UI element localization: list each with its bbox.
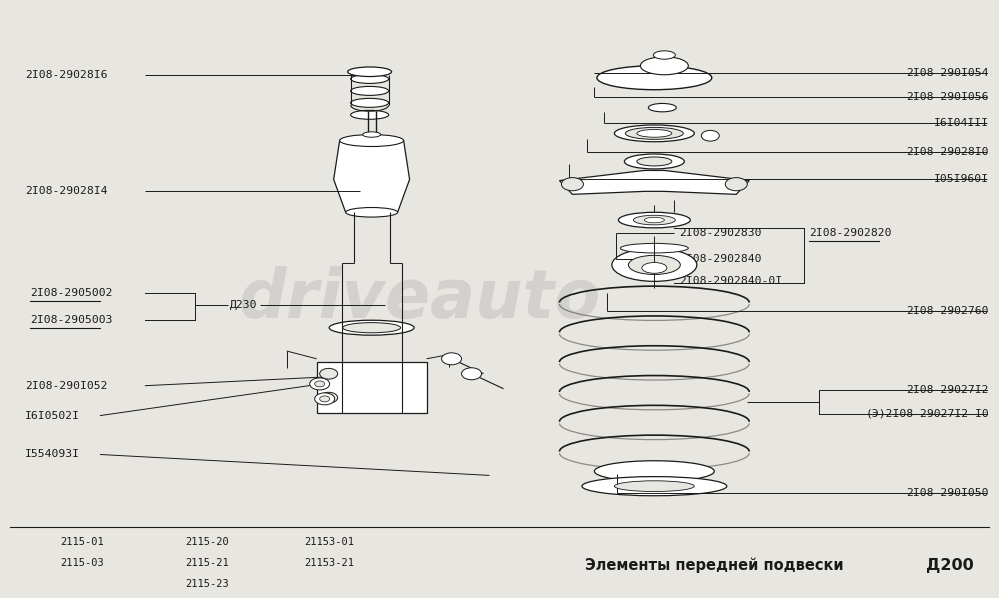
- Ellipse shape: [653, 51, 675, 59]
- Ellipse shape: [637, 157, 671, 166]
- Circle shape: [561, 178, 583, 191]
- Ellipse shape: [614, 481, 694, 492]
- Circle shape: [462, 368, 482, 380]
- Text: 2I08-2902830: 2I08-2902830: [679, 228, 762, 238]
- Circle shape: [320, 396, 330, 402]
- Text: 2I08-290I052: 2I08-290I052: [25, 381, 108, 390]
- Ellipse shape: [633, 215, 675, 225]
- Text: 2115-20: 2115-20: [185, 538, 229, 547]
- Ellipse shape: [581, 477, 727, 496]
- Text: 2115-01: 2115-01: [60, 538, 104, 547]
- Circle shape: [701, 130, 719, 141]
- Text: 2I08-29027I2: 2I08-29027I2: [906, 385, 989, 395]
- Circle shape: [310, 378, 330, 390]
- Text: 2I08-2902840: 2I08-2902840: [679, 254, 762, 264]
- Polygon shape: [559, 170, 749, 194]
- Ellipse shape: [620, 243, 688, 253]
- Text: 21153-01: 21153-01: [305, 538, 355, 547]
- Text: 21153-21: 21153-21: [305, 559, 355, 568]
- Ellipse shape: [351, 87, 389, 96]
- Ellipse shape: [648, 103, 676, 112]
- Ellipse shape: [343, 323, 401, 332]
- Ellipse shape: [346, 208, 398, 217]
- Text: Элементы передней подвески: Элементы передней подвески: [585, 557, 843, 573]
- Text: I6I04III: I6I04III: [934, 118, 989, 127]
- Text: 2I08-290I054: 2I08-290I054: [906, 68, 989, 78]
- Bar: [317, 362, 427, 413]
- Text: 2I08-2902760: 2I08-2902760: [906, 306, 989, 316]
- Ellipse shape: [348, 67, 392, 77]
- Text: I6I0502I: I6I0502I: [25, 411, 80, 420]
- Text: 2I08-2902820: 2I08-2902820: [809, 228, 892, 238]
- Text: 2I08-290I050: 2I08-290I050: [906, 489, 989, 498]
- Text: 2115-21: 2115-21: [185, 559, 229, 568]
- Ellipse shape: [637, 130, 671, 138]
- Ellipse shape: [628, 255, 680, 274]
- Text: (Э)2I08-29027I2-I0: (Э)2I08-29027I2-I0: [865, 409, 989, 419]
- Ellipse shape: [644, 218, 664, 223]
- Text: 2I08-2905002: 2I08-2905002: [30, 288, 113, 298]
- Ellipse shape: [340, 135, 404, 147]
- Text: Д230: Д230: [230, 300, 258, 310]
- Text: 2I08-29028I6: 2I08-29028I6: [25, 70, 108, 80]
- Polygon shape: [334, 141, 410, 212]
- Ellipse shape: [351, 110, 389, 120]
- Ellipse shape: [618, 212, 690, 228]
- Circle shape: [315, 393, 335, 405]
- Text: 2115-23: 2115-23: [185, 579, 229, 589]
- Ellipse shape: [640, 57, 688, 75]
- Text: I05I960I: I05I960I: [934, 175, 989, 184]
- Ellipse shape: [351, 99, 389, 108]
- Text: 2I08-29028I0: 2I08-29028I0: [906, 148, 989, 157]
- Text: 2I08-2905003: 2I08-2905003: [30, 315, 113, 325]
- Text: I554093I: I554093I: [25, 450, 80, 459]
- Ellipse shape: [625, 127, 683, 139]
- Ellipse shape: [594, 460, 714, 482]
- Ellipse shape: [624, 154, 684, 169]
- Ellipse shape: [351, 75, 389, 84]
- Circle shape: [320, 368, 338, 379]
- Ellipse shape: [642, 263, 667, 273]
- Ellipse shape: [614, 125, 694, 142]
- Text: 2I08-290I056: 2I08-290I056: [906, 92, 989, 102]
- Circle shape: [442, 353, 462, 365]
- Circle shape: [725, 178, 747, 191]
- Ellipse shape: [597, 66, 711, 90]
- Ellipse shape: [363, 132, 381, 138]
- Text: 2115-03: 2115-03: [60, 559, 104, 568]
- Circle shape: [315, 381, 325, 387]
- Circle shape: [320, 392, 338, 403]
- Text: 2I08-29028I4: 2I08-29028I4: [25, 187, 108, 196]
- Text: 2I08‑2902840-0I: 2I08‑2902840-0I: [679, 276, 782, 286]
- Ellipse shape: [330, 321, 414, 335]
- Text: Д200: Д200: [926, 557, 974, 573]
- Text: driveauto: driveauto: [239, 266, 600, 332]
- Ellipse shape: [611, 249, 697, 282]
